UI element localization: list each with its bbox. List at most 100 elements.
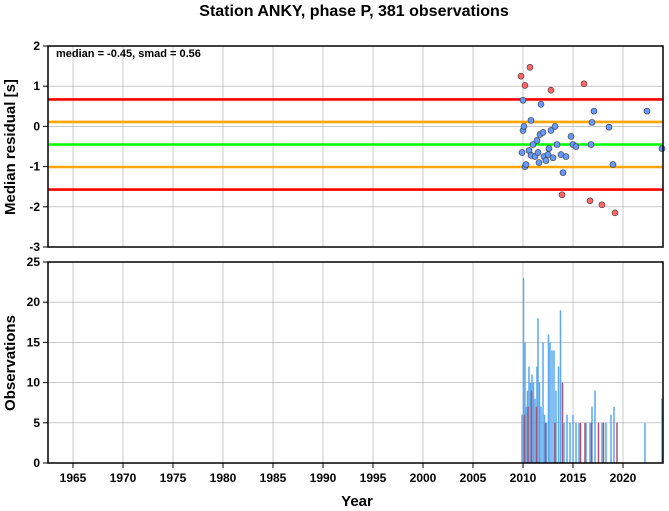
residual-point <box>527 117 535 124</box>
year-tick-label: 2015 <box>560 471 587 485</box>
observation-bar <box>530 390 533 463</box>
residual-tick-label: 1 <box>33 79 40 93</box>
residual-point <box>535 159 543 166</box>
observation-bar <box>578 422 580 463</box>
observation-bar <box>572 414 574 463</box>
observation-bar <box>551 350 553 463</box>
year-tick-label: 1980 <box>210 471 237 485</box>
observations-tick-label: 0 <box>33 456 40 470</box>
residual-point <box>572 143 580 150</box>
observation-bar <box>559 310 562 463</box>
observation-bar <box>597 422 600 463</box>
observation-bar <box>553 350 555 463</box>
residual-point <box>537 100 545 108</box>
observation-bar <box>534 398 536 463</box>
observation-bar <box>594 390 596 463</box>
observation-bar <box>601 422 603 463</box>
residual-point <box>542 157 550 164</box>
residual-point <box>590 107 598 115</box>
year-tick-label: 1970 <box>110 471 137 485</box>
year-tick-label: 1995 <box>360 471 387 485</box>
observation-bar <box>545 422 548 463</box>
observation-bar <box>528 366 530 463</box>
residual-tick-label: -2 <box>29 200 40 214</box>
chart-title: Station ANKY, phase P, 381 observations <box>199 3 509 20</box>
residual-point <box>562 153 570 160</box>
residual-point <box>598 201 606 209</box>
observation-bar <box>547 334 550 463</box>
observation-bar <box>602 422 605 463</box>
residual-point <box>533 137 541 144</box>
observation-bar <box>544 422 547 463</box>
observation-bar <box>537 318 539 463</box>
observation-bar <box>535 406 538 463</box>
observation-bar <box>523 414 526 463</box>
residual-point <box>547 127 555 134</box>
observation-bar <box>605 422 607 463</box>
observations-y-axis-label: Observations <box>2 315 19 411</box>
residual-point <box>643 107 651 115</box>
residual-point <box>520 123 528 130</box>
observation-bar <box>529 382 532 463</box>
residual-tick-label: 2 <box>33 39 40 53</box>
observation-bar <box>616 422 618 463</box>
observation-bar <box>522 278 525 463</box>
year-tick-label: 2020 <box>610 471 637 485</box>
residual-y-axis-label: Median residual [s] <box>2 79 19 215</box>
year-x-ticks: 1965 1970 1975 1980 1985 1990 1995 2000 2005 2010… <box>60 463 637 485</box>
observation-bar <box>563 422 565 463</box>
residual-panel: 2 1 0 -1 -2 -3 median = -0.45, smad = 0.56 Me… <box>2 39 666 254</box>
residual-point <box>547 86 555 94</box>
observation-bar <box>540 406 542 463</box>
observation-bar <box>543 414 546 463</box>
residual-point <box>588 119 596 126</box>
residual-point <box>534 149 542 156</box>
residual-point <box>609 161 617 168</box>
residual-point <box>539 129 547 136</box>
residual-point <box>517 72 525 80</box>
residual-point <box>549 154 557 162</box>
residual-point <box>567 133 575 140</box>
observation-bar <box>555 390 557 463</box>
residual-point <box>558 191 566 199</box>
residual-point <box>658 145 666 152</box>
residual-point <box>586 197 594 205</box>
observation-bar <box>561 382 564 463</box>
year-tick-label: 1965 <box>60 471 87 485</box>
residual-point <box>545 145 553 152</box>
residual-points <box>517 64 666 217</box>
reference-lines <box>48 98 663 191</box>
observation-bar <box>569 422 571 463</box>
observation-bar <box>585 422 587 463</box>
observation-bar <box>566 414 568 463</box>
residual-point <box>521 82 529 89</box>
residual-point <box>529 141 537 148</box>
residual-point <box>559 169 567 176</box>
observation-bar <box>590 422 593 463</box>
observations-tick-label: 20 <box>27 295 41 309</box>
observations-tick-label: 15 <box>27 335 41 349</box>
observation-bar <box>538 382 541 463</box>
residual-tick-label: 0 <box>33 119 40 133</box>
year-x-axis-label: Year <box>341 493 373 510</box>
observation-bar <box>644 422 646 463</box>
residual-point <box>551 123 559 130</box>
residual-tick-label: -1 <box>29 160 40 174</box>
observation-bar <box>521 414 523 463</box>
residual-point <box>587 141 595 148</box>
observation-bar <box>549 342 551 463</box>
observations-tick-label: 10 <box>27 376 41 390</box>
observation-bar <box>554 422 556 463</box>
statistics-annotation: median = -0.45, smad = 0.56 <box>56 48 201 60</box>
residual-point <box>526 64 534 71</box>
observations-tick-label: 5 <box>33 416 40 430</box>
observation-bar <box>579 422 582 463</box>
year-tick-label: 1985 <box>260 471 287 485</box>
observation-bar <box>527 406 529 463</box>
observation-bar <box>661 398 663 463</box>
observation-bar <box>610 414 612 463</box>
observation-bar <box>557 366 560 463</box>
residual-point <box>611 209 619 217</box>
observation-bars <box>521 278 663 463</box>
